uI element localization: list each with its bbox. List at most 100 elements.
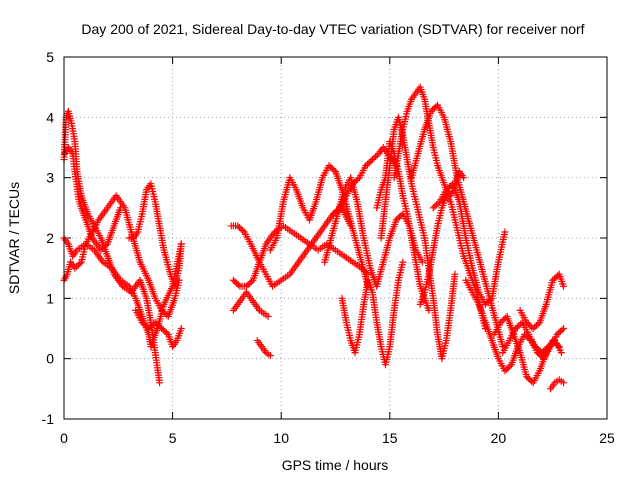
y-tick-label: -1 [42, 411, 55, 427]
plus-marker [231, 278, 239, 286]
plus-marker [544, 343, 552, 351]
plus-marker [504, 364, 512, 372]
x-tick-label: 0 [60, 430, 68, 446]
plus-marker [486, 296, 494, 304]
plus-marker [161, 328, 169, 336]
plus-marker [444, 184, 452, 192]
x-tick-label: 10 [273, 430, 289, 446]
plus-marker [163, 329, 171, 337]
plus-marker [234, 222, 242, 230]
plus-marker [506, 362, 514, 370]
plus-marker [76, 260, 84, 268]
x-tick-label: 15 [382, 430, 398, 446]
plus-marker [538, 349, 546, 357]
plus-marker [552, 273, 560, 281]
plus-marker [483, 299, 491, 307]
plus-marker [349, 180, 357, 188]
plus-marker [373, 151, 381, 159]
y-tick-label: 5 [46, 49, 54, 65]
plus-marker [526, 376, 534, 384]
plus-marker [365, 159, 373, 167]
plus-marker [399, 258, 407, 266]
plus-marker [352, 177, 360, 185]
sdtvar-track-1 [60, 192, 183, 320]
sdtvar-track-6 [132, 306, 185, 351]
plus-marker [333, 207, 341, 215]
plus-marker [247, 278, 255, 286]
plus-marker [446, 183, 454, 191]
plus-marker [140, 320, 148, 328]
plus-marker [501, 228, 509, 236]
plus-marker [558, 326, 566, 334]
y-tick-label: 0 [46, 351, 54, 367]
sdtvar-track-4 [61, 144, 124, 254]
y-tick-label: 3 [46, 170, 54, 186]
plus-marker [237, 225, 245, 233]
plus-marker [264, 312, 272, 320]
plus-marker [497, 318, 505, 326]
plus-marker [532, 321, 540, 329]
sdtvar-track-16 [377, 113, 459, 363]
plus-marker [534, 320, 542, 328]
plus-marker [392, 216, 400, 224]
plus-marker [151, 318, 159, 326]
y-tick-label: 1 [46, 290, 54, 306]
plus-marker [543, 344, 551, 352]
plus-marker [372, 153, 380, 161]
plus-marker [523, 318, 531, 326]
plus-marker [512, 325, 520, 332]
sdtvar-track-11 [266, 162, 372, 290]
x-axis-label: GPS time / hours [282, 457, 389, 473]
plus-marker [145, 325, 153, 332]
plus-marker [531, 343, 539, 351]
sdtvar-track-14 [338, 258, 407, 369]
plus-marker [141, 321, 149, 329]
plus-marker [434, 199, 442, 207]
plus-marker [246, 279, 254, 287]
chart-title: Day 200 of 2021, Sidereal Day-to-day VTE… [81, 21, 584, 37]
sdtvar-track-10 [253, 337, 274, 360]
plus-marker [427, 107, 435, 115]
plus-marker [501, 367, 509, 375]
sdtvar-track-5 [125, 180, 185, 290]
plus-marker [158, 325, 166, 332]
plus-marker [100, 243, 108, 251]
plus-marker [159, 326, 167, 334]
sdtvar-track-13 [329, 144, 400, 218]
y-tick-label: 4 [46, 109, 54, 125]
plus-marker [97, 246, 105, 254]
plus-marker [418, 258, 426, 266]
plus-marker [235, 223, 243, 231]
sdtvar-track-3 [60, 107, 164, 387]
plus-marker [239, 226, 247, 234]
sdtvar-track-24 [516, 270, 568, 332]
plus-marker [138, 318, 146, 326]
plus-marker [148, 321, 156, 329]
plus-marker [354, 175, 362, 183]
plus-marker [325, 162, 333, 170]
plus-marker [429, 106, 437, 114]
plus-marker [242, 282, 250, 290]
plus-marker [529, 325, 537, 332]
plus-marker [481, 300, 489, 308]
plus-marker [526, 321, 534, 329]
plus-marker [560, 282, 568, 290]
plus-marker [498, 317, 506, 325]
plus-marker [72, 263, 80, 271]
plus-marker [146, 323, 154, 331]
plus-marker [396, 213, 404, 221]
plus-marker [370, 154, 378, 162]
plus-marker [539, 347, 547, 355]
plot-frame [63, 56, 608, 420]
plus-marker [560, 325, 568, 332]
plus-marker [460, 174, 468, 182]
sdtvar-track-18 [408, 101, 507, 351]
plus-marker [327, 163, 335, 171]
plus-marker [394, 214, 402, 222]
plus-marker [331, 208, 339, 216]
plus-marker [556, 328, 564, 336]
plus-marker [524, 374, 532, 382]
plus-marker [451, 270, 459, 278]
plus-marker [233, 279, 241, 287]
